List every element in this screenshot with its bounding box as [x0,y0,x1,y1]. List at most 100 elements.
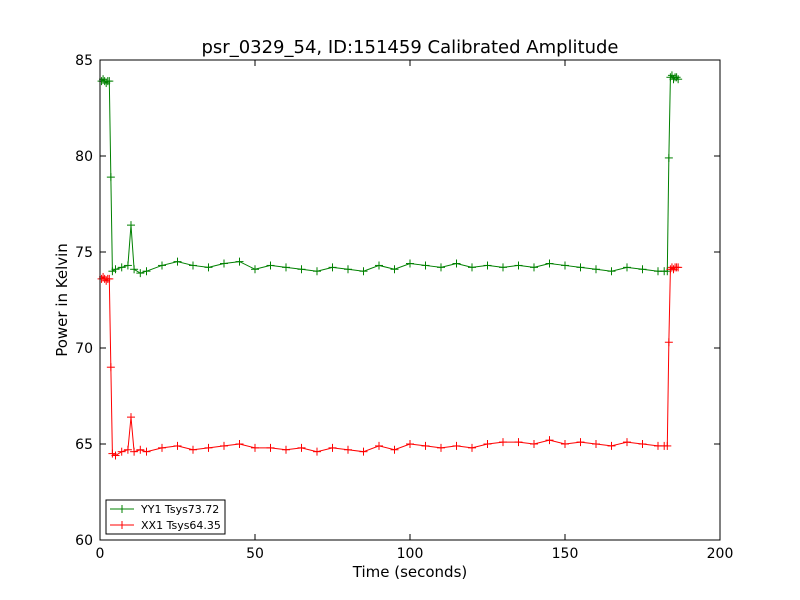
legend-box [105,499,226,535]
data-point [313,447,321,456]
x-tick-label: 100 [397,546,424,562]
data-point [158,261,166,270]
data-point [282,445,290,454]
data-point [592,265,600,274]
chart-title: psr_0329_54, ID:151459 Calibrated Amplit… [201,37,618,58]
data-point [576,438,585,447]
data-point [483,440,492,448]
data-point [173,257,182,266]
data-point [674,75,683,84]
data-point [390,265,399,274]
data-point [251,265,259,274]
data-point [607,267,616,276]
data-point [313,267,321,276]
data-point [105,77,114,86]
data-point [328,263,337,272]
data-point [117,447,126,456]
y-tick-label: 80 [75,149,93,165]
data-point [123,445,132,454]
data-point [111,451,120,460]
data-point [130,447,139,456]
data-point [220,259,228,268]
data-point [235,257,244,266]
data-point [545,436,554,445]
x-axis: 0 50 100 150 200 [96,60,734,562]
data-point [189,445,197,454]
data-point [235,440,244,448]
data-point [173,441,182,450]
data-point [375,441,383,450]
data-point [576,263,585,272]
plot-area [100,60,720,540]
data-point [266,443,275,452]
data-point [530,440,538,448]
data-point [297,265,306,274]
data-point [105,274,114,283]
data-point [514,438,523,447]
data-point [437,263,445,272]
legend-entry: YY1 Tsys73.72 [110,503,219,516]
data-point [592,440,600,448]
data-point [561,440,569,448]
data-point [130,265,139,274]
data-point [672,73,681,82]
data-point [359,447,368,456]
data-point [437,443,445,452]
data-point [344,445,352,454]
data-point [452,259,461,268]
data-point [561,261,569,270]
data-point [204,443,213,452]
data-point [664,338,673,347]
data-point [344,265,352,274]
data-point [136,269,145,278]
y-tick-label: 85 [75,53,93,69]
data-point [251,443,259,452]
data-point [189,261,197,270]
data-point [328,443,337,452]
data-point [452,441,461,450]
data-point [282,263,290,272]
data-point [142,447,151,456]
legend-label: YY1 Tsys73.72 [140,503,219,516]
data-point [638,265,647,274]
data-point [421,261,430,270]
data-point [127,221,135,230]
data-point [359,267,368,276]
data-point [204,263,213,272]
data-point [607,441,616,450]
series-layer [97,71,683,460]
y-tick-label: 60 [75,533,93,549]
y-tick-label: 70 [75,341,93,357]
legend-entry: XX1 Tsys64.35 [110,519,221,532]
x-tick-label: 50 [246,546,264,562]
data-point [406,259,414,268]
x-tick-label: 200 [707,546,734,562]
data-point [530,263,538,272]
legend-label: XX1 Tsys64.35 [141,519,221,532]
data-point [158,443,166,452]
data-point [545,259,554,268]
data-point [674,263,683,272]
data-point [375,261,383,270]
data-point [390,445,399,454]
data-point [663,441,672,450]
data-point [266,261,275,270]
y-axis: 60 65 70 75 80 85 [75,53,720,549]
data-point [421,441,430,450]
x-tick-label: 0 [96,546,105,562]
y-axis-label: Power in Kelvin [53,243,71,357]
data-point [623,263,631,272]
series-0 [97,71,683,278]
data-point [136,445,145,454]
data-point [106,363,115,372]
x-axis-label: Time (seconds) [352,563,468,581]
data-point [664,153,673,162]
legend: YY1 Tsys73.72 XX1 Tsys64.35 [105,499,226,535]
data-point [106,173,115,182]
data-point [297,443,306,452]
data-point [220,441,228,450]
data-point [127,413,135,422]
data-point [499,263,507,272]
data-point [483,261,492,270]
